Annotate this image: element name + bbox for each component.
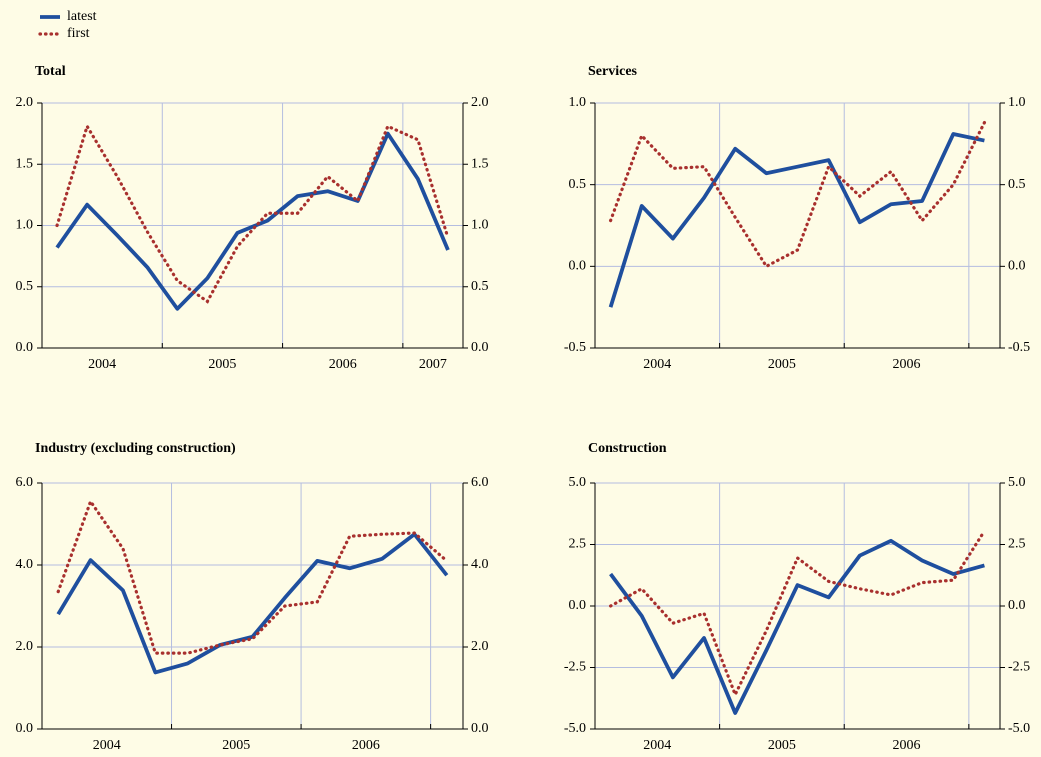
- x-tick-label: 2005: [768, 738, 796, 753]
- x-tick-label: 2004: [88, 357, 116, 372]
- series-line: [56, 497, 449, 655]
- y-tick-label: 2.5: [569, 537, 587, 552]
- y-tick-label: -5.0: [564, 721, 586, 736]
- y-tick-label: 1.0: [569, 95, 587, 110]
- y2-tick-label: 1.0: [1008, 95, 1026, 110]
- x-tick-label: 2006: [893, 738, 921, 753]
- y-tick-label: 0.0: [16, 721, 34, 736]
- x-tick-label: 2004: [643, 738, 671, 753]
- y2-tick-label: 6.0: [471, 475, 489, 490]
- y2-tick-label: 4.0: [471, 557, 489, 572]
- x-tick-label: 2006: [893, 357, 921, 372]
- x-tick-label: 2004: [643, 357, 671, 372]
- y2-tick-label: 0.5: [1008, 177, 1026, 192]
- y2-tick-label: -5.0: [1008, 721, 1030, 736]
- series-line: [55, 131, 450, 311]
- y-tick-label: 0.0: [569, 598, 587, 613]
- y2-tick-label: 1.0: [471, 218, 489, 233]
- legend-label: first: [67, 26, 90, 41]
- y2-tick-label: 1.5: [471, 156, 489, 171]
- y-tick-label: 4.0: [16, 557, 34, 572]
- x-tick-label: 2005: [222, 738, 250, 753]
- series-line: [608, 121, 987, 269]
- series-line: [608, 529, 987, 699]
- y2-tick-label: 2.0: [471, 95, 489, 110]
- x-tick-label: 2007: [419, 357, 447, 372]
- y-tick-label: -2.5: [564, 660, 586, 675]
- y2-tick-label: 0.0: [1008, 598, 1026, 613]
- x-tick-label: 2006: [352, 738, 380, 753]
- x-tick-label: 2006: [329, 357, 357, 372]
- y-tick-label: 1.0: [16, 218, 34, 233]
- y-tick-label: 1.5: [16, 156, 34, 171]
- legend-label: latest: [67, 9, 97, 24]
- y-tick-label: 0.0: [16, 340, 34, 355]
- chart-title: Total: [35, 64, 66, 79]
- y2-tick-label: 5.0: [1008, 475, 1026, 490]
- x-tick-label: 2005: [768, 357, 796, 372]
- y2-tick-label: -0.5: [1008, 340, 1030, 355]
- y-tick-label: 0.5: [16, 279, 34, 294]
- y-tick-label: 0.0: [569, 259, 587, 274]
- y2-tick-label: 2.5: [1008, 537, 1026, 552]
- y2-tick-label: 0.0: [1008, 259, 1026, 274]
- series-line: [608, 132, 985, 308]
- x-tick-label: 2005: [208, 357, 236, 372]
- series-line: [55, 122, 450, 304]
- y-tick-label: 6.0: [16, 475, 34, 490]
- y-tick-label: 0.5: [569, 177, 587, 192]
- y2-tick-label: 2.0: [471, 639, 489, 654]
- x-tick-label: 2004: [93, 738, 121, 753]
- chart-title: Construction: [588, 441, 667, 456]
- y2-tick-label: 0.0: [471, 721, 489, 736]
- chart-title: Industry (excluding construction): [35, 441, 236, 456]
- y-tick-label: -0.5: [564, 340, 586, 355]
- chart-title: Services: [588, 64, 638, 79]
- series-line: [56, 532, 449, 675]
- series-line: [609, 538, 985, 715]
- y-tick-label: 2.0: [16, 95, 34, 110]
- y2-tick-label: 0.0: [471, 340, 489, 355]
- y-tick-label: 5.0: [569, 475, 587, 490]
- y-tick-label: 2.0: [16, 639, 34, 654]
- y2-tick-label: 0.5: [471, 279, 489, 294]
- y2-tick-label: -2.5: [1008, 660, 1030, 675]
